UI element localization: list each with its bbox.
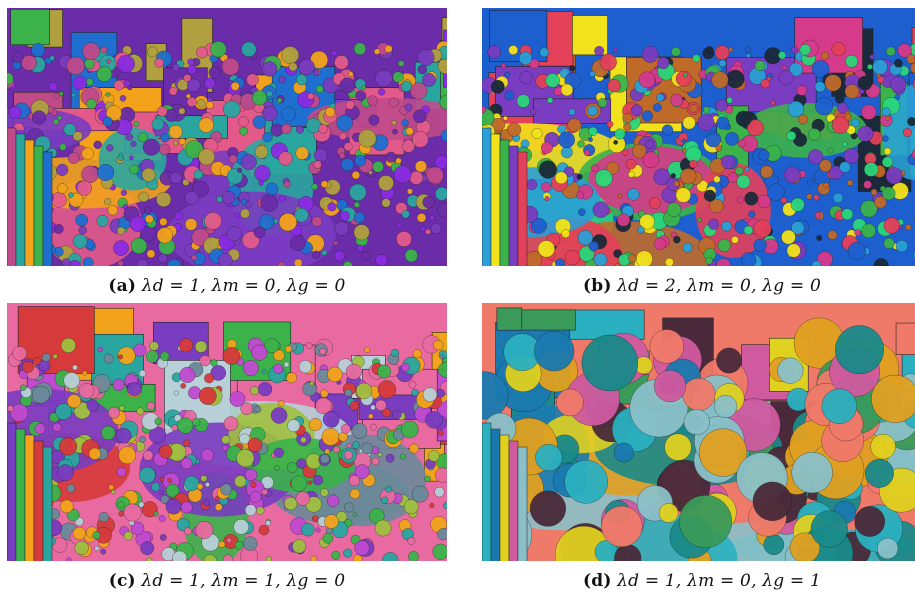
segmentation-image-b (482, 8, 915, 266)
panel-d: (d) λd = 1, λm = 0, λg = 1 (482, 303, 915, 591)
panel-c: (c) λd = 1, λm = 1, λg = 0 (7, 303, 447, 591)
caption-c: (c) λd = 1, λm = 1, λg = 0 (7, 571, 447, 591)
caption-label: (b) (582, 276, 612, 296)
panel-b: (b) λd = 2, λm = 0, λg = 0 (482, 8, 915, 296)
caption-label: (a) (108, 276, 137, 296)
caption-b: (b) λd = 2, λm = 0, λg = 0 (482, 276, 915, 296)
caption-label: (c) (108, 571, 136, 591)
caption-formula: λd = 1, λm = 0, λg = 1 (617, 571, 821, 591)
caption-label: (d) (582, 571, 612, 591)
caption-formula: λd = 1, λm = 0, λg = 0 (141, 276, 346, 296)
caption-d: (d) λd = 1, λm = 0, λg = 1 (482, 571, 915, 591)
caption-a: (a) λd = 1, λm = 0, λg = 0 (7, 276, 447, 296)
caption-formula: λd = 1, λm = 1, λg = 0 (141, 571, 346, 591)
segmentation-image-d (482, 303, 915, 561)
caption-formula: λd = 2, λm = 0, λg = 0 (617, 276, 821, 296)
segmentation-image-c (7, 303, 447, 561)
segmentation-image-a (7, 8, 447, 266)
panel-a: (a) λd = 1, λm = 0, λg = 0 (7, 8, 447, 296)
